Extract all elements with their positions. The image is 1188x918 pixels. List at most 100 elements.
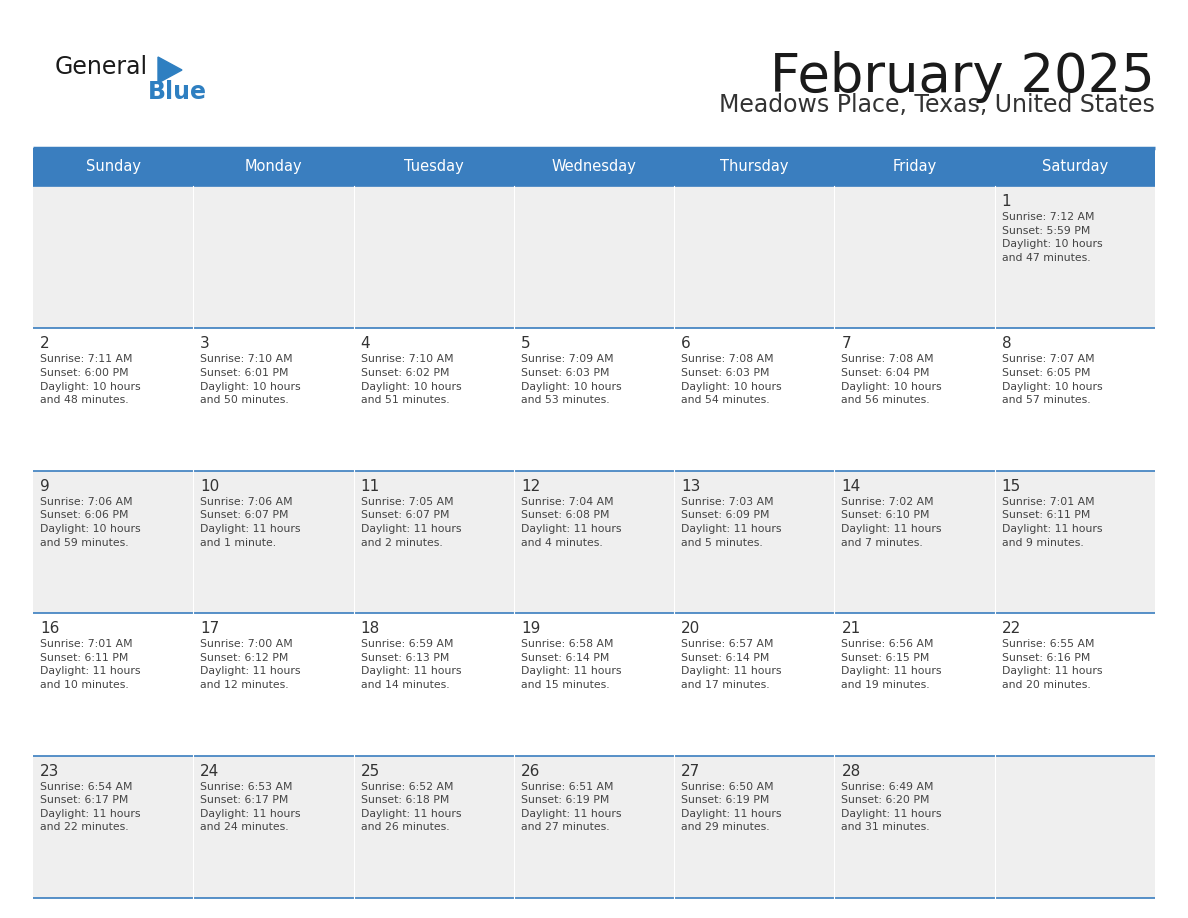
- Bar: [674, 329, 834, 471]
- Text: Saturday: Saturday: [1042, 160, 1108, 174]
- Text: Blue: Blue: [148, 80, 207, 104]
- Text: Sunrise: 7:11 AM
Sunset: 6:00 PM
Daylight: 10 hours
and 48 minutes.: Sunrise: 7:11 AM Sunset: 6:00 PM Dayligh…: [40, 354, 140, 405]
- Text: Sunrise: 6:55 AM
Sunset: 6:16 PM
Daylight: 11 hours
and 20 minutes.: Sunrise: 6:55 AM Sunset: 6:16 PM Dayligh…: [1001, 639, 1102, 690]
- Bar: [354, 148, 514, 186]
- Text: 3: 3: [201, 336, 210, 352]
- Text: Sunrise: 7:12 AM
Sunset: 5:59 PM
Daylight: 10 hours
and 47 minutes.: Sunrise: 7:12 AM Sunset: 5:59 PM Dayligh…: [1001, 212, 1102, 263]
- Bar: [994, 186, 1155, 329]
- Text: Sunrise: 6:59 AM
Sunset: 6:13 PM
Daylight: 11 hours
and 14 minutes.: Sunrise: 6:59 AM Sunset: 6:13 PM Dayligh…: [361, 639, 461, 690]
- Bar: [994, 471, 1155, 613]
- Text: 13: 13: [681, 479, 701, 494]
- Bar: [33, 756, 194, 898]
- Bar: [674, 471, 834, 613]
- Text: Monday: Monday: [245, 160, 302, 174]
- Bar: [354, 329, 514, 471]
- Text: Sunrise: 6:56 AM
Sunset: 6:15 PM
Daylight: 11 hours
and 19 minutes.: Sunrise: 6:56 AM Sunset: 6:15 PM Dayligh…: [841, 639, 942, 690]
- Text: Thursday: Thursday: [720, 160, 789, 174]
- Bar: [514, 613, 674, 756]
- Bar: [354, 756, 514, 898]
- Text: 1: 1: [1001, 194, 1011, 209]
- Text: Tuesday: Tuesday: [404, 160, 463, 174]
- Bar: [194, 329, 354, 471]
- Text: 15: 15: [1001, 479, 1020, 494]
- Text: Sunrise: 7:10 AM
Sunset: 6:01 PM
Daylight: 10 hours
and 50 minutes.: Sunrise: 7:10 AM Sunset: 6:01 PM Dayligh…: [201, 354, 301, 405]
- Text: Sunrise: 7:00 AM
Sunset: 6:12 PM
Daylight: 11 hours
and 12 minutes.: Sunrise: 7:00 AM Sunset: 6:12 PM Dayligh…: [201, 639, 301, 690]
- Bar: [674, 756, 834, 898]
- Bar: [194, 471, 354, 613]
- Text: Sunrise: 7:09 AM
Sunset: 6:03 PM
Daylight: 10 hours
and 53 minutes.: Sunrise: 7:09 AM Sunset: 6:03 PM Dayligh…: [520, 354, 621, 405]
- Text: 5: 5: [520, 336, 531, 352]
- Bar: [194, 186, 354, 329]
- Text: Sunrise: 7:06 AM
Sunset: 6:07 PM
Daylight: 11 hours
and 1 minute.: Sunrise: 7:06 AM Sunset: 6:07 PM Dayligh…: [201, 497, 301, 548]
- Bar: [514, 329, 674, 471]
- Text: Sunrise: 6:57 AM
Sunset: 6:14 PM
Daylight: 11 hours
and 17 minutes.: Sunrise: 6:57 AM Sunset: 6:14 PM Dayligh…: [681, 639, 782, 690]
- Text: Wednesday: Wednesday: [551, 160, 637, 174]
- Text: Sunday: Sunday: [86, 160, 140, 174]
- Bar: [674, 186, 834, 329]
- Bar: [834, 613, 994, 756]
- Bar: [674, 148, 834, 186]
- Text: Sunrise: 7:01 AM
Sunset: 6:11 PM
Daylight: 11 hours
and 9 minutes.: Sunrise: 7:01 AM Sunset: 6:11 PM Dayligh…: [1001, 497, 1102, 548]
- Bar: [33, 613, 194, 756]
- Bar: [514, 186, 674, 329]
- Text: 19: 19: [520, 621, 541, 636]
- Text: 11: 11: [361, 479, 380, 494]
- Bar: [354, 613, 514, 756]
- Bar: [834, 471, 994, 613]
- Text: General: General: [55, 55, 148, 79]
- Text: 18: 18: [361, 621, 380, 636]
- Text: 23: 23: [40, 764, 59, 778]
- Text: 9: 9: [40, 479, 50, 494]
- Text: Meadows Place, Texas, United States: Meadows Place, Texas, United States: [719, 93, 1155, 117]
- Text: 20: 20: [681, 621, 701, 636]
- Text: 24: 24: [201, 764, 220, 778]
- Text: 26: 26: [520, 764, 541, 778]
- Text: Sunrise: 7:08 AM
Sunset: 6:04 PM
Daylight: 10 hours
and 56 minutes.: Sunrise: 7:08 AM Sunset: 6:04 PM Dayligh…: [841, 354, 942, 405]
- Bar: [33, 186, 194, 329]
- Bar: [514, 756, 674, 898]
- Bar: [834, 148, 994, 186]
- Text: 17: 17: [201, 621, 220, 636]
- Text: Sunrise: 7:05 AM
Sunset: 6:07 PM
Daylight: 11 hours
and 2 minutes.: Sunrise: 7:05 AM Sunset: 6:07 PM Dayligh…: [361, 497, 461, 548]
- Text: Sunrise: 7:07 AM
Sunset: 6:05 PM
Daylight: 10 hours
and 57 minutes.: Sunrise: 7:07 AM Sunset: 6:05 PM Dayligh…: [1001, 354, 1102, 405]
- Bar: [514, 471, 674, 613]
- Text: 14: 14: [841, 479, 860, 494]
- Text: Sunrise: 6:51 AM
Sunset: 6:19 PM
Daylight: 11 hours
and 27 minutes.: Sunrise: 6:51 AM Sunset: 6:19 PM Dayligh…: [520, 781, 621, 833]
- Bar: [33, 471, 194, 613]
- Text: Sunrise: 6:54 AM
Sunset: 6:17 PM
Daylight: 11 hours
and 22 minutes.: Sunrise: 6:54 AM Sunset: 6:17 PM Dayligh…: [40, 781, 140, 833]
- Text: Sunrise: 7:02 AM
Sunset: 6:10 PM
Daylight: 11 hours
and 7 minutes.: Sunrise: 7:02 AM Sunset: 6:10 PM Dayligh…: [841, 497, 942, 548]
- Bar: [354, 471, 514, 613]
- Bar: [674, 613, 834, 756]
- Text: Sunrise: 7:04 AM
Sunset: 6:08 PM
Daylight: 11 hours
and 4 minutes.: Sunrise: 7:04 AM Sunset: 6:08 PM Dayligh…: [520, 497, 621, 548]
- Bar: [33, 329, 194, 471]
- Bar: [194, 148, 354, 186]
- Text: 28: 28: [841, 764, 860, 778]
- Bar: [514, 148, 674, 186]
- Text: Friday: Friday: [892, 160, 936, 174]
- Bar: [834, 186, 994, 329]
- Text: 7: 7: [841, 336, 851, 352]
- Text: 8: 8: [1001, 336, 1011, 352]
- Text: Sunrise: 6:52 AM
Sunset: 6:18 PM
Daylight: 11 hours
and 26 minutes.: Sunrise: 6:52 AM Sunset: 6:18 PM Dayligh…: [361, 781, 461, 833]
- Text: Sunrise: 7:10 AM
Sunset: 6:02 PM
Daylight: 10 hours
and 51 minutes.: Sunrise: 7:10 AM Sunset: 6:02 PM Dayligh…: [361, 354, 461, 405]
- Bar: [194, 756, 354, 898]
- Text: 25: 25: [361, 764, 380, 778]
- Bar: [33, 148, 194, 186]
- Polygon shape: [158, 57, 182, 83]
- Bar: [994, 329, 1155, 471]
- Text: Sunrise: 6:58 AM
Sunset: 6:14 PM
Daylight: 11 hours
and 15 minutes.: Sunrise: 6:58 AM Sunset: 6:14 PM Dayligh…: [520, 639, 621, 690]
- Text: 4: 4: [361, 336, 371, 352]
- Text: Sunrise: 6:49 AM
Sunset: 6:20 PM
Daylight: 11 hours
and 31 minutes.: Sunrise: 6:49 AM Sunset: 6:20 PM Dayligh…: [841, 781, 942, 833]
- Bar: [994, 613, 1155, 756]
- Bar: [354, 186, 514, 329]
- Text: 10: 10: [201, 479, 220, 494]
- Text: 16: 16: [40, 621, 59, 636]
- Text: 2: 2: [40, 336, 50, 352]
- Bar: [994, 756, 1155, 898]
- Text: 22: 22: [1001, 621, 1020, 636]
- Text: 12: 12: [520, 479, 541, 494]
- Text: Sunrise: 7:03 AM
Sunset: 6:09 PM
Daylight: 11 hours
and 5 minutes.: Sunrise: 7:03 AM Sunset: 6:09 PM Dayligh…: [681, 497, 782, 548]
- Bar: [194, 613, 354, 756]
- Text: 27: 27: [681, 764, 701, 778]
- Bar: [834, 756, 994, 898]
